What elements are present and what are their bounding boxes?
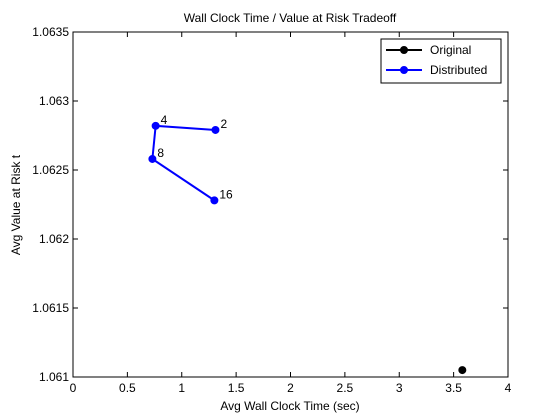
y-tick-label: 1.061 [39,370,69,384]
plot-area [72,31,509,378]
x-tick-label: 3.5 [445,381,462,395]
y-tick-label: 1.062 [39,232,69,246]
x-tick-label: 2 [287,381,294,395]
chart-title: Wall Clock Time / Value at Risk Tradeoff [184,11,397,25]
y-axis-label: Avg Value at Risk t [9,154,23,255]
legend-box [380,38,502,84]
x-tick-label: 0.5 [119,381,136,395]
x-tick-label: 2.5 [337,381,354,395]
legend-marker [400,66,408,74]
distributed-point [151,121,160,130]
x-tick-label: 4 [505,381,512,395]
x-axis-ticks: 0 0.5 1 1.5 2 2.5 3 3.5 4 [70,32,512,395]
legend-label: Distributed [430,63,487,77]
x-tick-label: 1.5 [228,381,245,395]
distributed-point [211,125,220,134]
x-tick-label: 1 [178,381,185,395]
distributed-point [148,154,157,163]
legend-label: Original [430,43,471,57]
y-axis-ticks: 1.061 1.0615 1.062 1.0625 1.063 1.0635 [32,25,508,384]
x-tick-label: 0 [70,381,77,395]
distributed-point-label: 4 [161,113,168,127]
series-layer: 2 4 8 16 [148,113,467,375]
y-tick-label: 1.0625 [32,163,69,177]
x-axis-label: Avg Wall Clock Time (sec) [220,399,359,413]
x-tick-label: 3 [396,381,403,395]
original-point [458,366,467,375]
distributed-point-label: 16 [219,187,233,201]
y-tick-label: 1.0615 [32,301,69,315]
y-tick-label: 1.0635 [32,25,69,39]
distributed-line [151,124,216,202]
distributed-point-label: 8 [157,146,164,160]
distributed-point [210,196,219,205]
y-tick-label: 1.063 [39,94,69,108]
legend-marker [400,46,408,54]
legend: Original Distributed [380,38,502,84]
distributed-point-label: 2 [220,117,227,131]
